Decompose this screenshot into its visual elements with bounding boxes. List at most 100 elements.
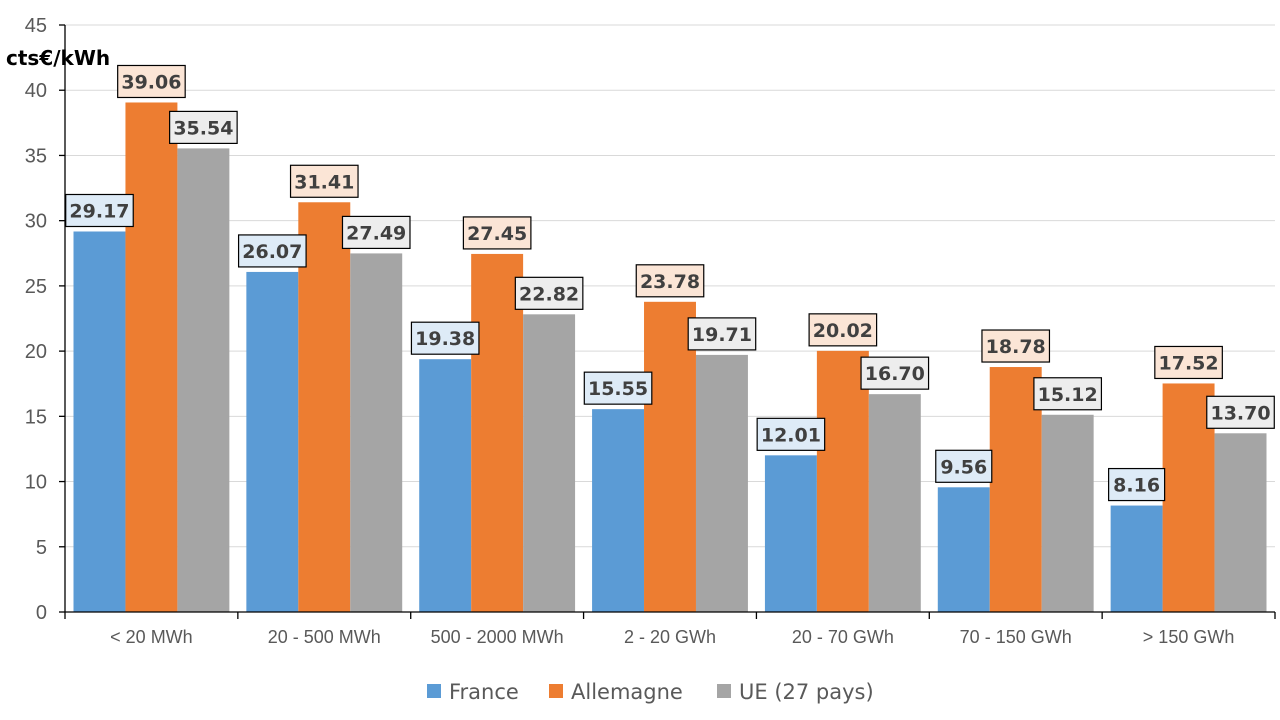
data-label-text: 9.56 (940, 456, 987, 478)
data-label-box (462, 216, 532, 250)
bar-france (1110, 505, 1163, 612)
y-tick-label: 25 (25, 276, 47, 298)
data-label-box (237, 234, 307, 268)
data-label-text: 13.70 (1210, 402, 1270, 424)
data-label: 31.41 (289, 164, 359, 198)
data-label-text: 12.01 (761, 424, 821, 446)
x-category-label: 20 - 500 MWh (268, 627, 381, 647)
data-label-box (860, 356, 930, 390)
data-label: 19.38 (410, 321, 480, 355)
data-label: 27.45 (462, 216, 532, 250)
bar-france (937, 487, 990, 612)
data-label-text: 23.78 (640, 271, 700, 293)
data-label-box (65, 193, 134, 228)
x-category-label: 2 - 20 GWh (624, 627, 716, 647)
data-label: 29.17 (65, 193, 134, 228)
data-label-text: 8.16 (1113, 475, 1160, 497)
y-axis-unit-label: cts€/kWh (6, 46, 110, 70)
data-label-text: 27.49 (346, 222, 406, 244)
data-label: 18.78 (981, 329, 1051, 363)
data-label: 13.70 (1206, 395, 1275, 429)
bar-france (764, 455, 817, 612)
legend-swatch (549, 684, 563, 698)
bar-ue-27-pays (523, 314, 576, 612)
data-label-text: 16.70 (865, 363, 925, 385)
data-label-text: 26.07 (242, 241, 302, 263)
data-label-text: 18.78 (986, 336, 1046, 358)
legend: France Allemagne UE (27 pays) (427, 680, 874, 704)
legend-item: Allemagne (549, 680, 683, 704)
bar-ue-27-pays (1214, 433, 1267, 612)
data-label: 12.01 (756, 417, 826, 451)
data-label-box (289, 164, 359, 198)
data-label-box (1033, 377, 1103, 411)
data-label-box (410, 321, 480, 355)
bar-ue-27-pays (350, 253, 403, 613)
data-label-text: 22.82 (519, 283, 579, 305)
data-label-text: 20.02 (813, 320, 873, 342)
data-label-box (635, 264, 705, 298)
data-label-box (808, 313, 878, 347)
bar-ue-27-pays (177, 148, 230, 612)
data-label-box (687, 317, 757, 351)
bar-allemagne (1162, 383, 1215, 612)
data-label-text: 35.54 (173, 117, 233, 139)
data-label: 20.02 (808, 313, 878, 347)
data-labels: 29.17 39.06 35.54 26.07 31.41 27.49 19.38 27.45… (65, 64, 1275, 502)
x-category-label: > 150 GWh (1143, 627, 1235, 647)
data-label-box (935, 449, 993, 483)
data-label-text: 19.38 (415, 328, 475, 350)
legend-label: UE (27 pays) (739, 680, 874, 704)
data-label: 35.54 (169, 110, 238, 145)
x-category-label: 500 - 2000 MWh (431, 627, 564, 647)
bar-allemagne (644, 301, 696, 612)
data-label: 15.55 (583, 371, 653, 405)
bar-allemagne (298, 202, 351, 613)
bar-france (73, 231, 126, 612)
data-label: 16.70 (860, 356, 930, 390)
data-label-box (583, 371, 653, 405)
data-label-box (169, 110, 238, 145)
legend-item: UE (27 pays) (717, 680, 874, 704)
bars (73, 102, 1267, 613)
data-label: 22.82 (514, 276, 584, 310)
data-label-box (981, 329, 1051, 363)
bar-allemagne (125, 102, 178, 612)
x-category-label: 70 - 150 GWh (960, 627, 1072, 647)
bar-allemagne (471, 253, 524, 612)
bar-ue-27-pays (868, 394, 921, 612)
data-label-text: 17.52 (1159, 352, 1219, 374)
y-tick-label: 30 (25, 211, 47, 233)
legend-item: France (427, 680, 519, 704)
y-tick-label: 15 (25, 406, 47, 428)
y-tick-label: 40 (25, 80, 47, 102)
data-label-box (1206, 395, 1275, 429)
y-tick-label: 35 (25, 145, 47, 167)
data-label: 8.16 (1108, 467, 1166, 502)
y-tick-label: 5 (36, 537, 47, 559)
data-label-text: 31.41 (294, 171, 354, 193)
y-tick-label: 45 (25, 15, 47, 37)
x-axis-categories: < 20 MWh 20 - 500 MWh 500 - 2000 MWh 2 - 20… (110, 627, 1234, 647)
data-label-box (756, 417, 826, 451)
data-label-text: 39.06 (121, 71, 181, 93)
x-category-label: < 20 MWh (110, 627, 193, 647)
legend-label: Allemagne (571, 680, 683, 704)
axes (59, 24, 1276, 619)
bar-france (419, 359, 472, 612)
data-label-box (514, 276, 584, 310)
data-label: 15.12 (1033, 377, 1103, 411)
legend-swatch (717, 684, 731, 698)
data-label-box (341, 215, 411, 250)
legend-swatch (427, 684, 441, 698)
data-label: 17.52 (1154, 345, 1223, 380)
data-label: 26.07 (237, 234, 307, 268)
data-label-box (1108, 467, 1166, 502)
data-label: 27.49 (341, 215, 411, 250)
bar-france (592, 409, 645, 612)
data-label: 39.06 (117, 64, 186, 99)
bar-ue-27-pays (1041, 414, 1094, 612)
data-label-text: 27.45 (467, 223, 527, 245)
bar-allemagne (816, 350, 869, 612)
